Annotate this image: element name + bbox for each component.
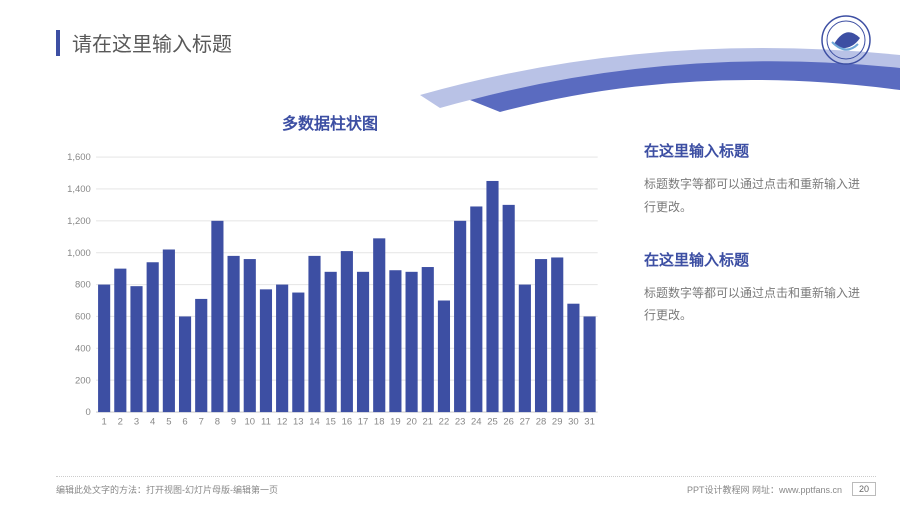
bar [373,238,385,412]
svg-text:14: 14 [309,417,320,428]
page-title[interactable]: 请在这里输入标题 [72,28,232,57]
svg-text:22: 22 [439,417,450,428]
svg-text:6: 6 [182,417,187,428]
bar [98,285,110,413]
bar [114,269,126,412]
bar [438,301,450,413]
bar [147,262,159,412]
svg-text:20: 20 [406,417,417,428]
svg-text:15: 15 [325,417,336,428]
bar [341,251,353,412]
bar [454,221,466,412]
bar [357,272,369,412]
svg-text:30: 30 [568,417,579,428]
svg-text:1,400: 1,400 [67,184,91,195]
svg-text:21: 21 [422,417,433,428]
bar [276,285,288,413]
bar [244,259,256,412]
svg-text:10: 10 [244,417,255,428]
svg-text:11: 11 [261,417,271,428]
svg-text:400: 400 [75,343,91,354]
svg-text:31: 31 [584,417,595,428]
svg-text:29: 29 [552,417,563,428]
svg-text:1,000: 1,000 [67,248,91,259]
text-block-heading[interactable]: 在这里输入标题 [644,140,864,161]
svg-text:800: 800 [75,280,91,291]
bar [260,289,272,412]
title-accent-bar [56,30,60,56]
svg-text:0: 0 [85,407,90,418]
bar [567,304,579,412]
bar [211,221,223,412]
bar [422,267,434,412]
bar [325,272,337,412]
bar [179,316,191,412]
svg-text:18: 18 [374,417,385,428]
bar [406,272,418,412]
svg-text:13: 13 [293,417,304,428]
svg-text:26: 26 [503,417,514,428]
svg-text:9: 9 [231,417,236,428]
svg-text:600: 600 [75,312,91,323]
text-block-body[interactable]: 标题数字等都可以通过点击和重新输入进行更改。 [644,173,864,219]
svg-text:23: 23 [455,417,466,428]
svg-text:5: 5 [166,417,171,428]
svg-text:19: 19 [390,417,401,428]
brand-logo [820,14,872,66]
bar-chart: 02004006008001,0001,2001,4001,6001234567… [56,140,604,446]
bar [163,250,175,413]
text-block-heading[interactable]: 在这里输入标题 [644,249,864,270]
svg-text:24: 24 [471,417,482,428]
chart-title[interactable]: 多数据柱状图 [56,110,604,134]
svg-text:28: 28 [536,417,547,428]
bar [470,206,482,412]
bar [228,256,240,412]
footer-credit: PPT设计教程网 网址：www.pptfans.cn [687,483,842,496]
svg-text:25: 25 [487,417,498,428]
footer-edit-hint: 编辑此处文字的方法：打开视图-幻灯片母版-编辑第一页 [56,483,278,496]
bar [486,181,498,412]
svg-text:3: 3 [134,417,139,428]
bar [584,316,596,412]
bar [308,256,320,412]
svg-text:7: 7 [199,417,204,428]
svg-text:2: 2 [118,417,123,428]
page-number: 20 [852,482,876,496]
bar [195,299,207,412]
bar [551,257,563,412]
svg-text:4: 4 [150,417,155,428]
header-swoosh [0,0,900,120]
svg-text:27: 27 [520,417,531,428]
bar [503,205,515,412]
bar [292,293,304,413]
bar [389,270,401,412]
bar [535,259,547,412]
svg-text:200: 200 [75,375,91,386]
bar [130,286,142,412]
svg-text:1,600: 1,600 [67,152,91,163]
svg-text:1: 1 [101,417,106,428]
svg-text:16: 16 [342,417,353,428]
text-block-body[interactable]: 标题数字等都可以通过点击和重新输入进行更改。 [644,282,864,328]
bar [519,285,531,413]
svg-text:12: 12 [277,417,288,428]
svg-text:17: 17 [358,417,369,428]
svg-text:8: 8 [215,417,220,428]
svg-text:1,200: 1,200 [67,216,91,227]
